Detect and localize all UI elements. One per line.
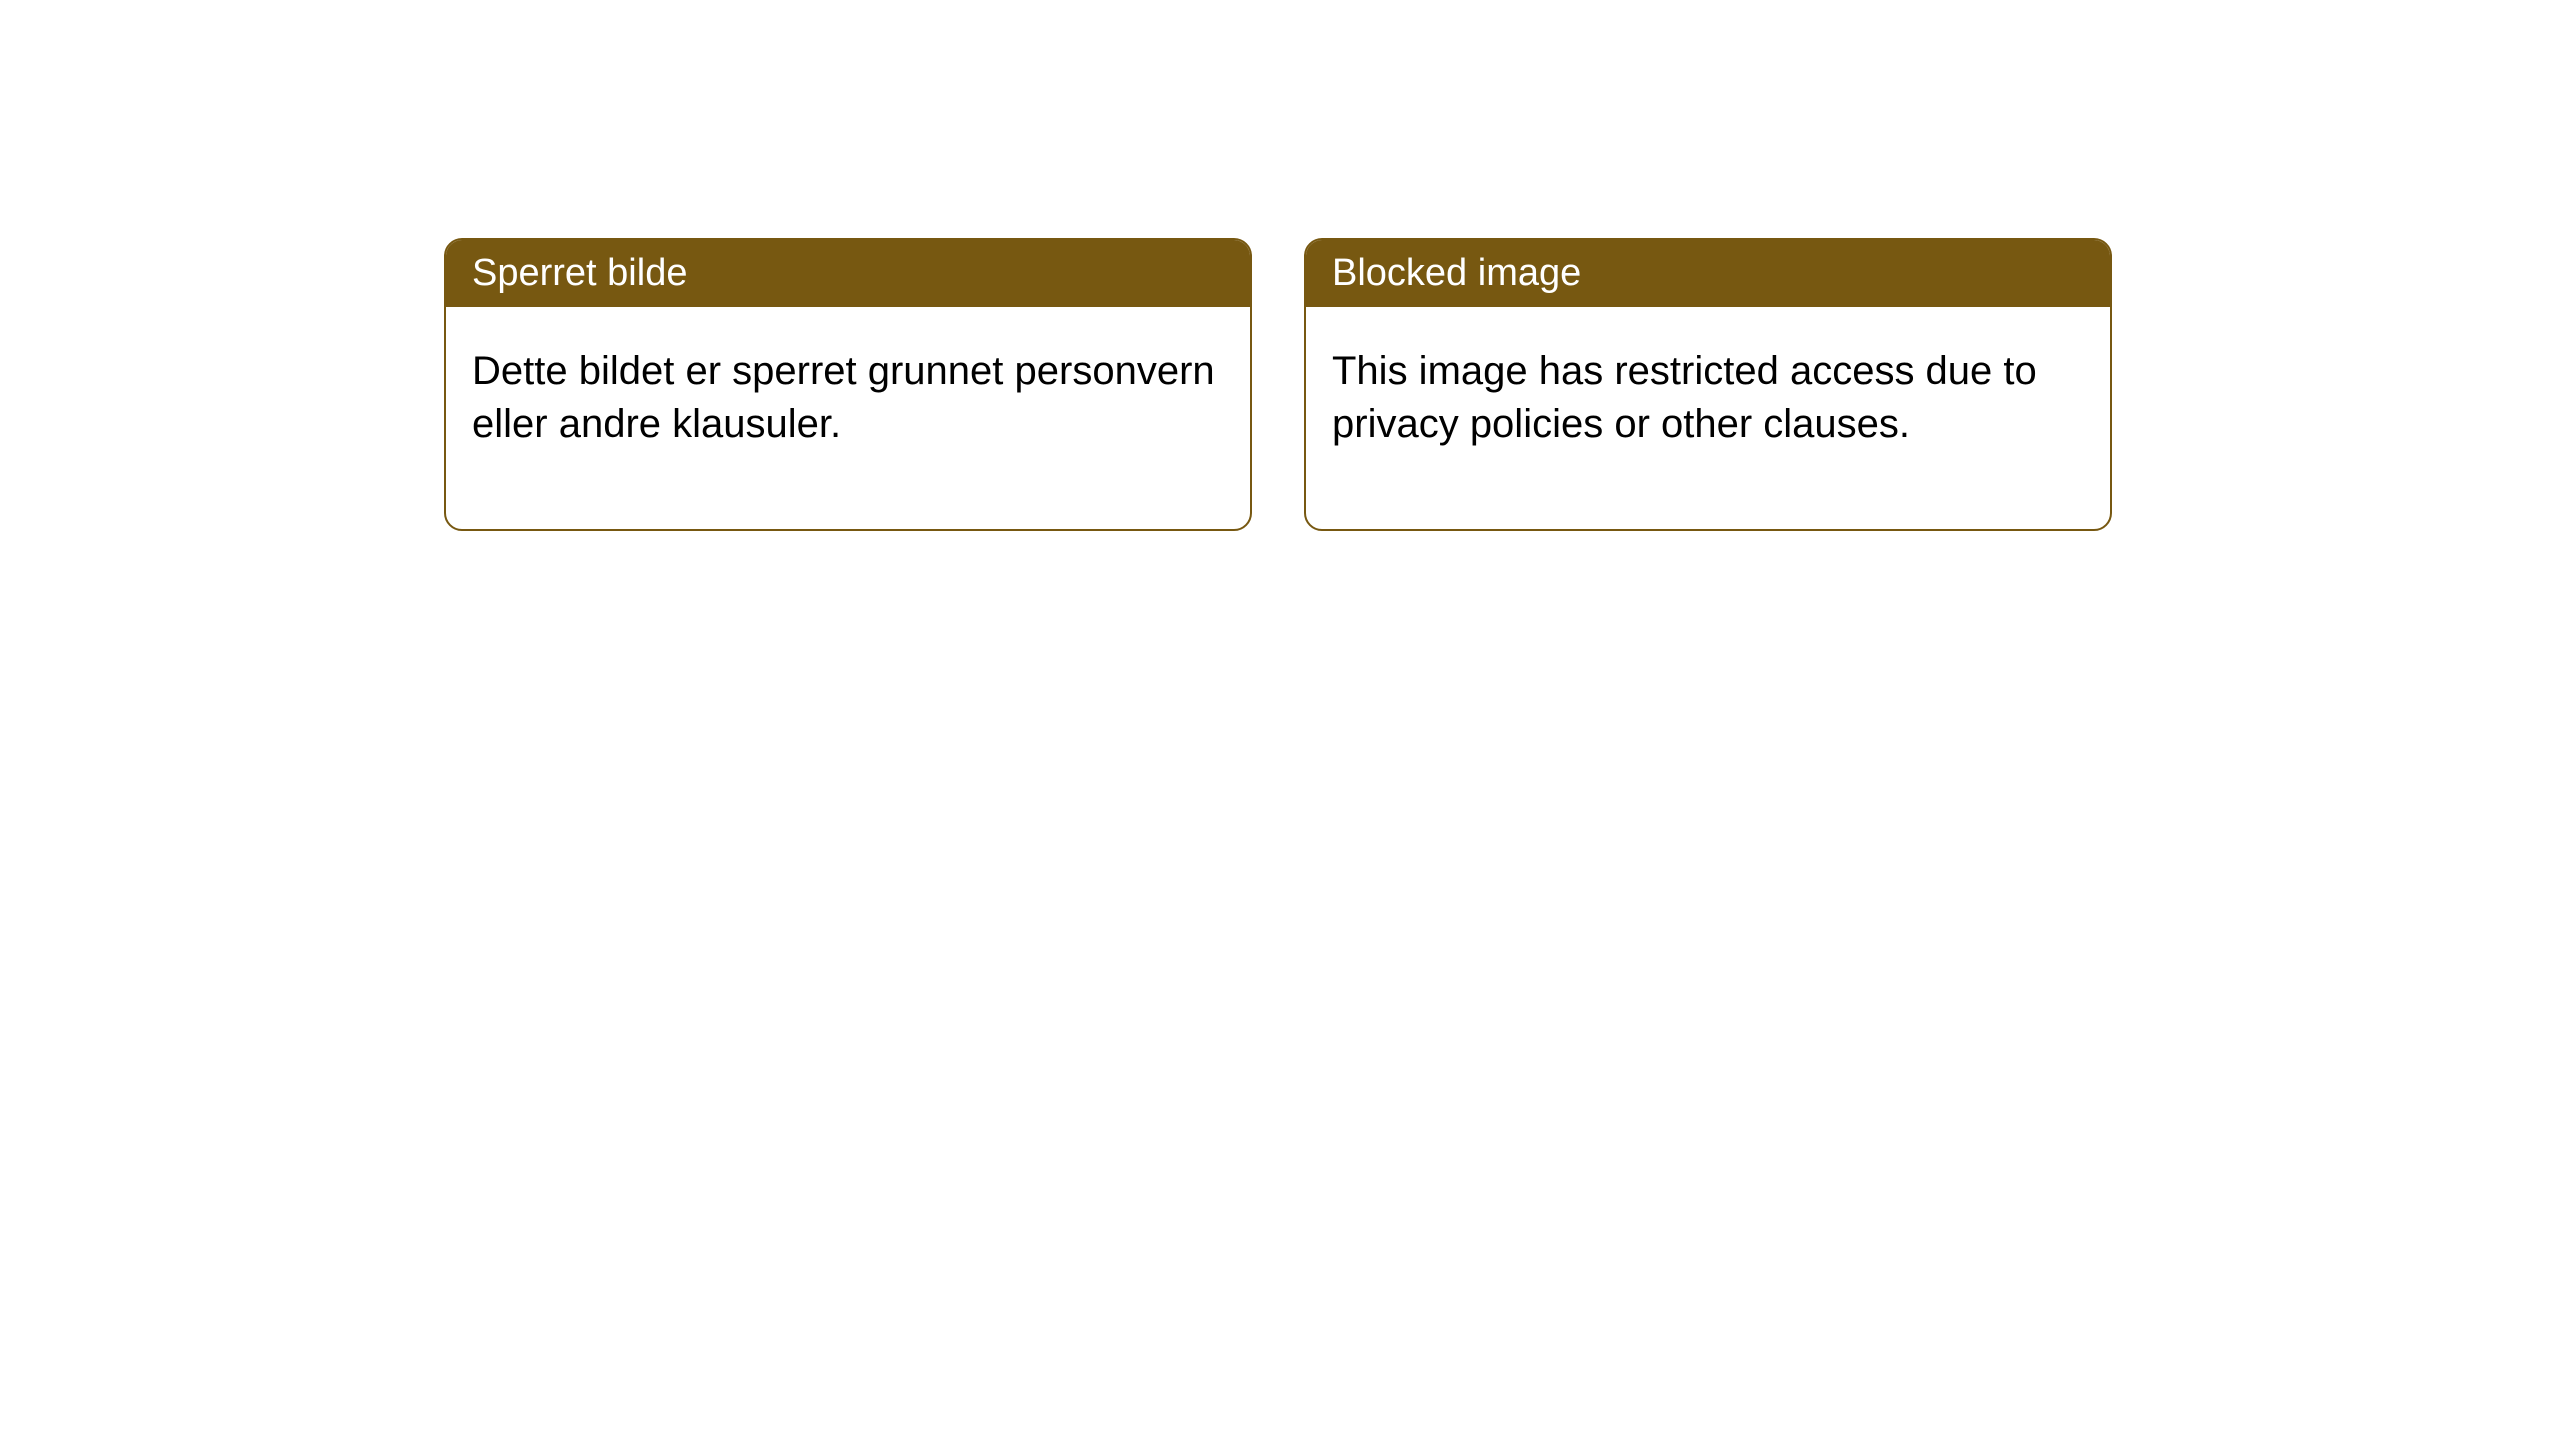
notice-card-english: Blocked image This image has restricted … [1304, 238, 2112, 531]
notice-title-norwegian: Sperret bilde [446, 240, 1250, 307]
notice-title-english: Blocked image [1306, 240, 2110, 307]
notice-container: Sperret bilde Dette bildet er sperret gr… [0, 0, 2560, 531]
notice-card-norwegian: Sperret bilde Dette bildet er sperret gr… [444, 238, 1252, 531]
notice-body-norwegian: Dette bildet er sperret grunnet personve… [446, 307, 1250, 529]
notice-body-english: This image has restricted access due to … [1306, 307, 2110, 529]
